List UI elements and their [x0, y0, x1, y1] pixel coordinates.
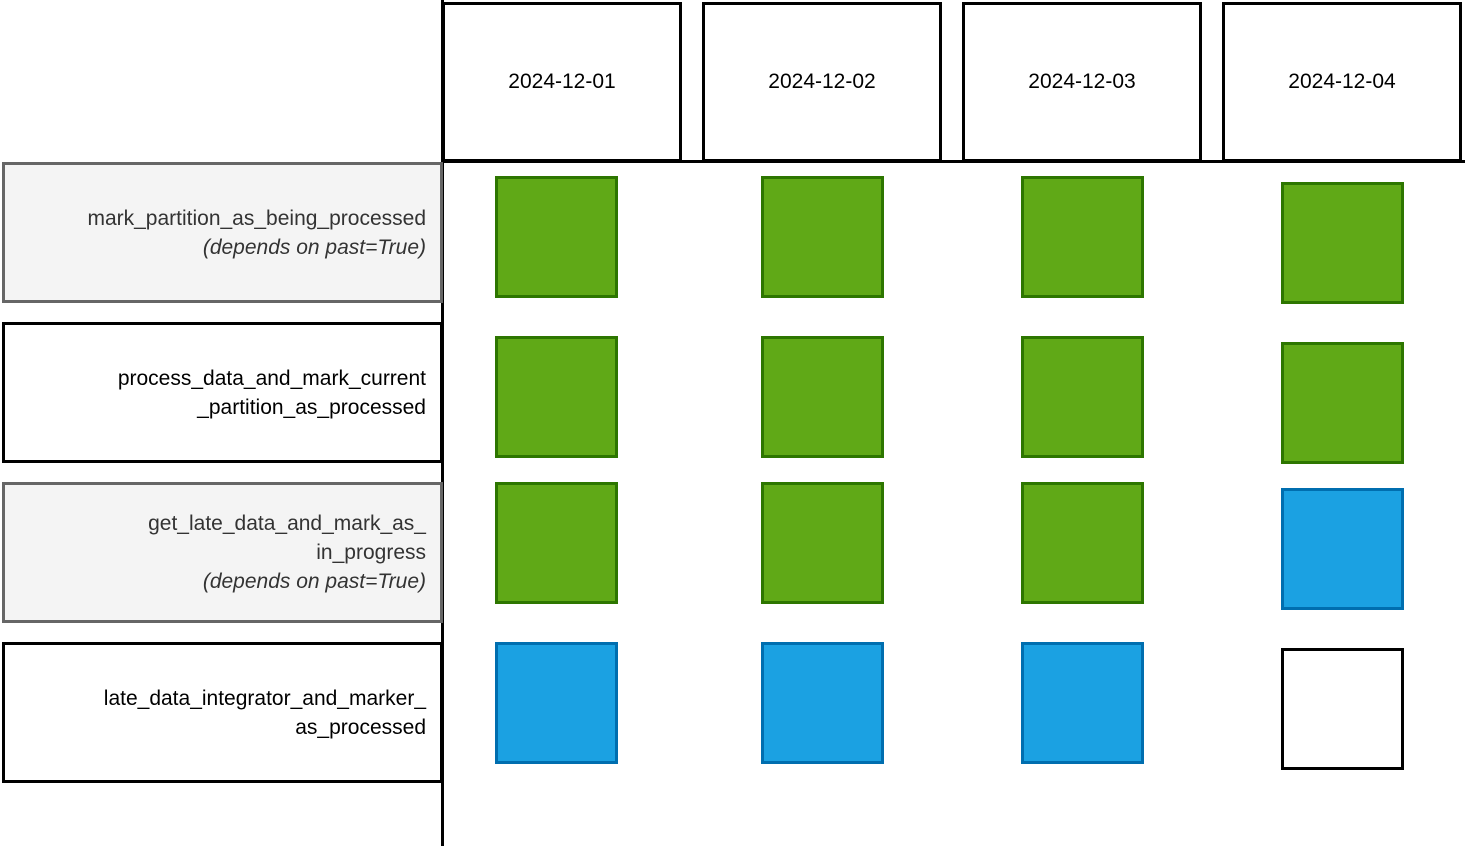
- task-instance-cell-none[interactable]: [1281, 648, 1404, 770]
- task-note: (depends on past=True): [202, 570, 426, 593]
- task-instance-cell-success[interactable]: [1021, 336, 1144, 458]
- date-label: 2024-12-03: [1028, 70, 1136, 93]
- task-instance-cell-running[interactable]: [1281, 488, 1404, 610]
- date-header-1: 2024-12-01: [442, 2, 682, 162]
- date-header-2: 2024-12-02: [702, 2, 942, 162]
- task-instance-cell-running[interactable]: [1021, 642, 1144, 764]
- date-label: 2024-12-01: [508, 70, 616, 93]
- task-instance-cell-success[interactable]: [761, 482, 884, 604]
- task-label-process-data: process_data_and_mark_current _partition_…: [2, 322, 443, 463]
- grid-header-line: [441, 160, 1465, 163]
- task-instance-cell-success[interactable]: [495, 176, 618, 298]
- task-label-get-late-data: get_late_data_and_mark_as_ in_progress (d…: [2, 482, 443, 623]
- task-instance-cell-success[interactable]: [1281, 182, 1404, 304]
- task-instance-cell-success[interactable]: [1021, 482, 1144, 604]
- task-instance-cell-running[interactable]: [495, 642, 618, 764]
- task-label-late-data-integrator: late_data_integrator_and_marker_ as_proce…: [2, 642, 443, 783]
- task-instance-cell-success[interactable]: [495, 336, 618, 458]
- date-label: 2024-12-04: [1288, 70, 1396, 93]
- task-instance-cell-running[interactable]: [761, 642, 884, 764]
- task-instance-cell-success[interactable]: [761, 176, 884, 298]
- date-header-3: 2024-12-03: [962, 2, 1202, 162]
- task-name: late_data_integrator_and_marker_ as_proce…: [103, 686, 426, 739]
- task-name: get_late_data_and_mark_as_ in_progress: [148, 512, 426, 564]
- task-instance-cell-success[interactable]: [495, 482, 618, 604]
- task-instance-cell-success[interactable]: [1281, 342, 1404, 464]
- date-label: 2024-12-02: [768, 70, 876, 93]
- task-instance-cell-success[interactable]: [1021, 176, 1144, 298]
- task-label-mark-partition: mark_partition_as_being_processed (depen…: [2, 162, 443, 303]
- task-name: mark_partition_as_being_processed: [87, 206, 426, 230]
- task-instance-cell-success[interactable]: [761, 336, 884, 458]
- task-note: (depends on past=True): [202, 235, 426, 259]
- task-name: process_data_and_mark_current _partition_…: [117, 366, 426, 419]
- date-header-4: 2024-12-04: [1222, 2, 1462, 162]
